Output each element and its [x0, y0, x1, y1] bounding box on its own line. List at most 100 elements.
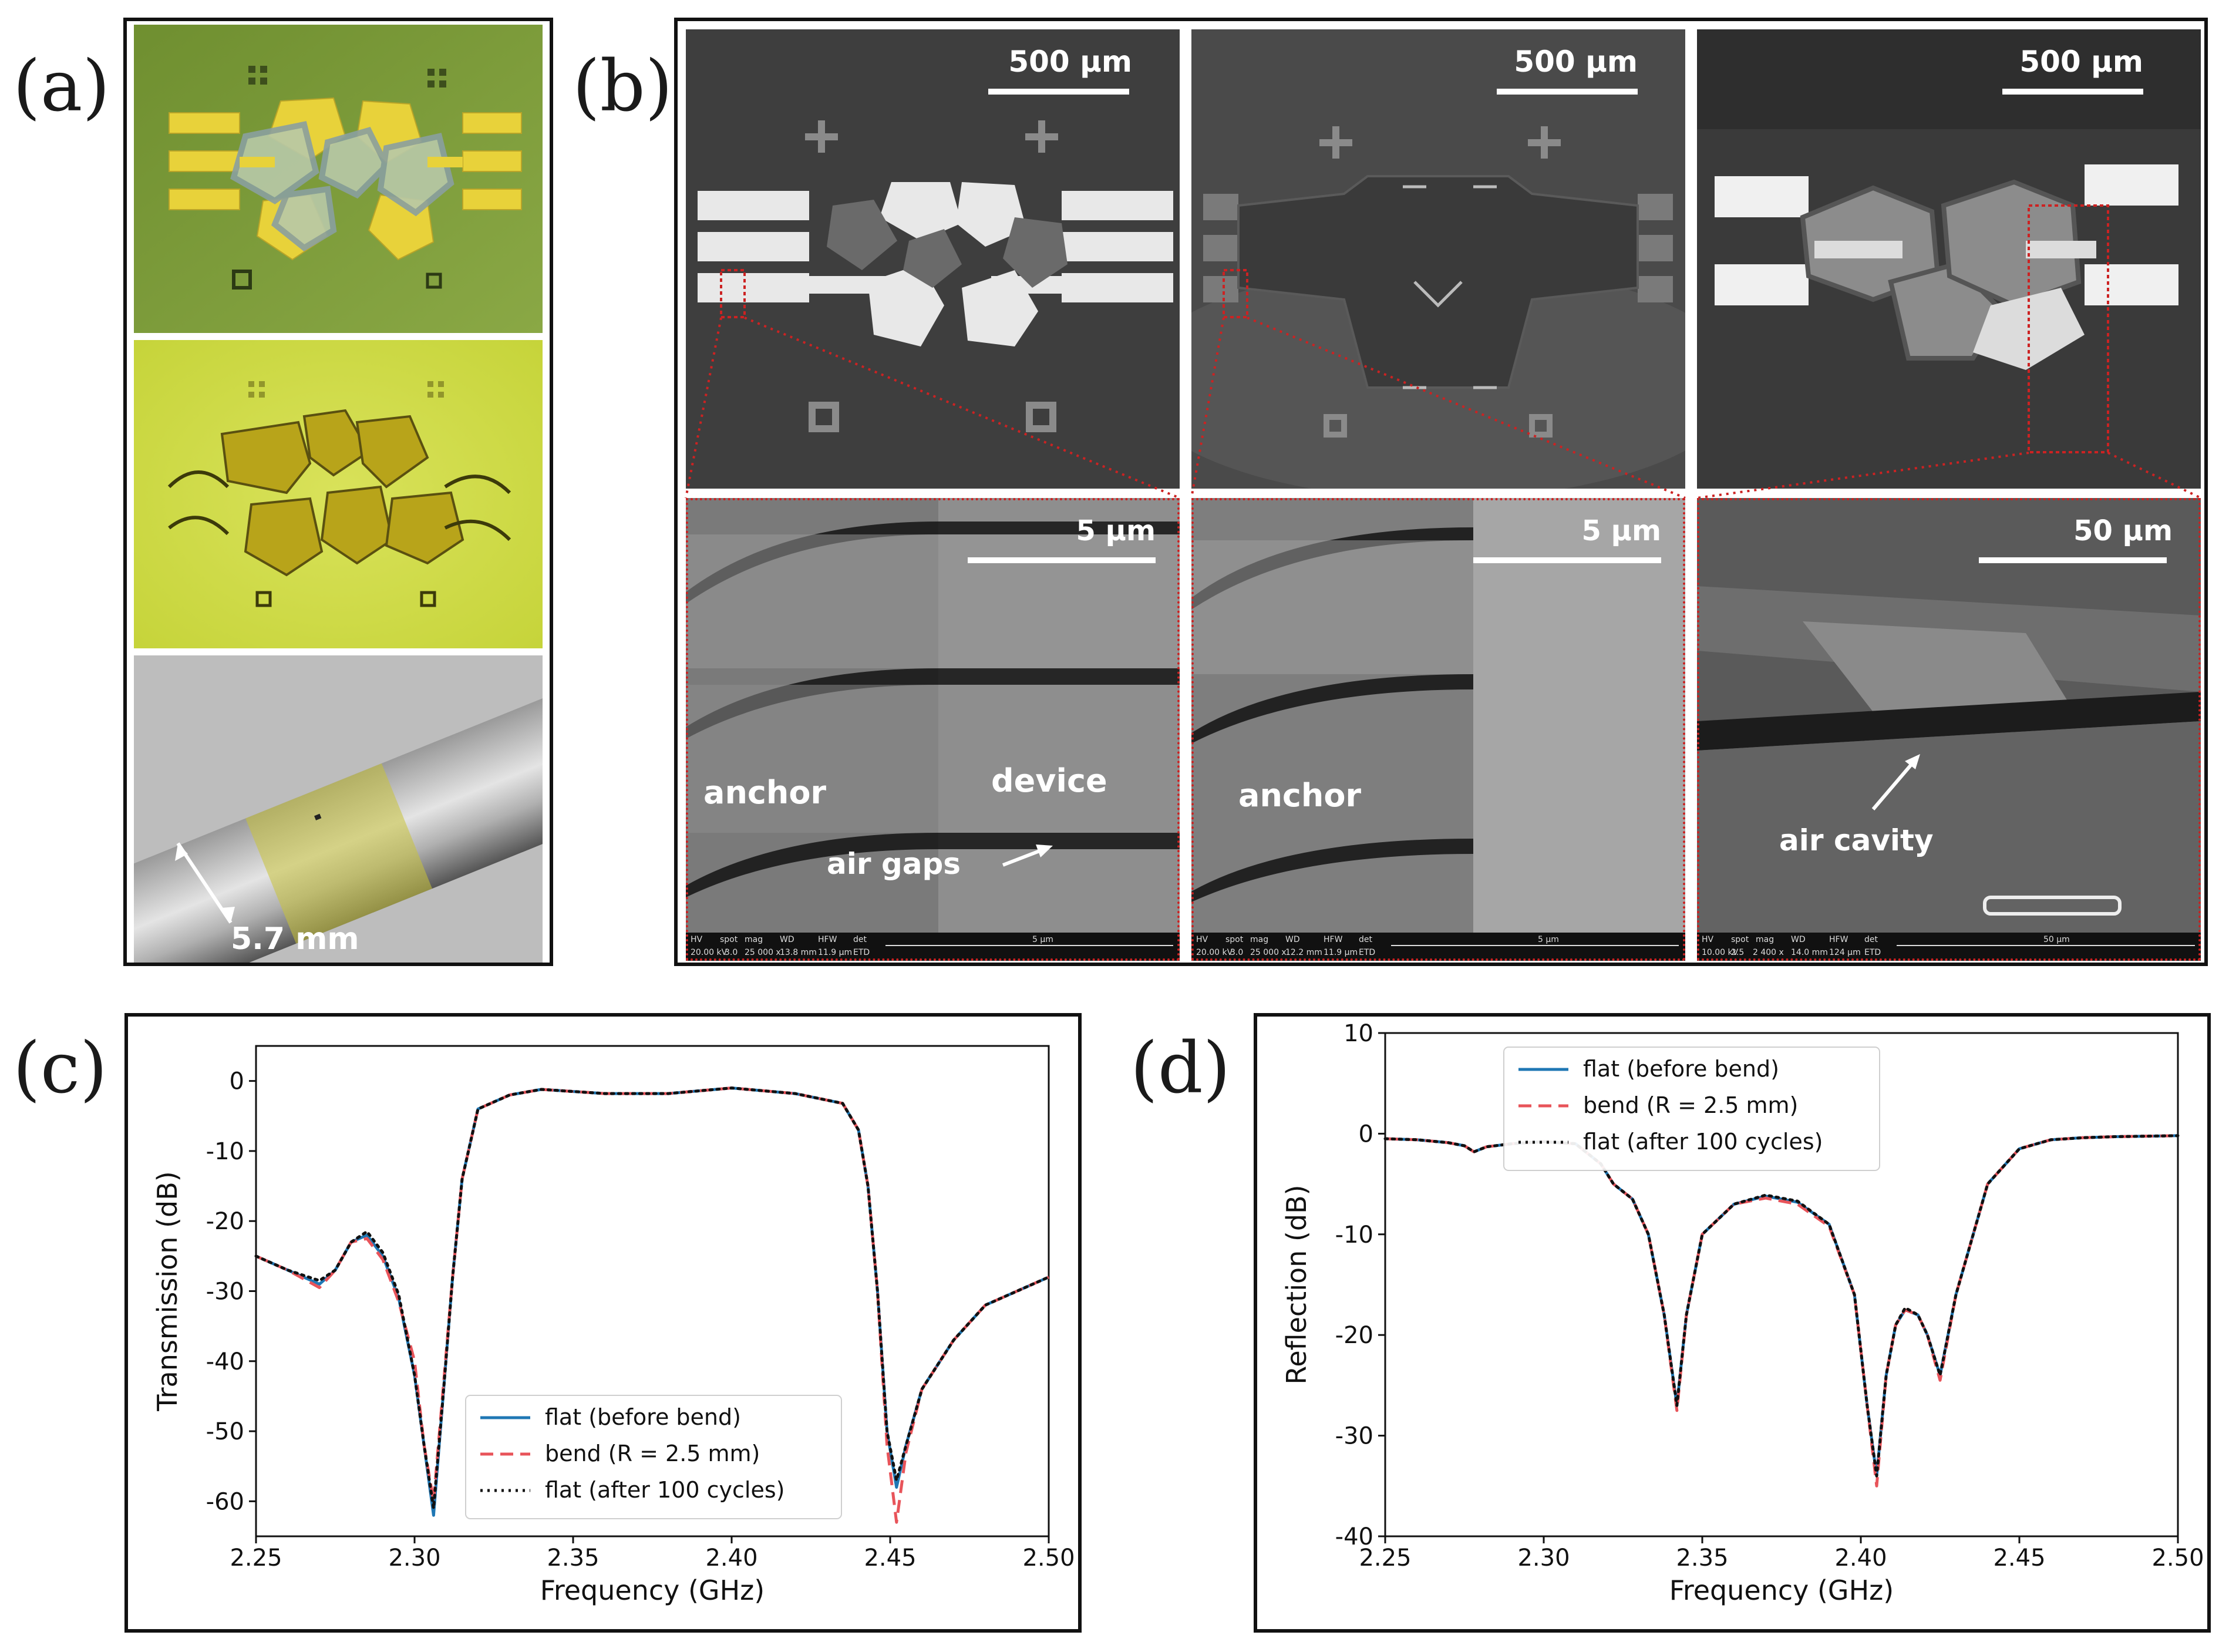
y-tick-label: -50 — [206, 1418, 244, 1445]
series-line-3 — [254, 1086, 1050, 1510]
y-tick-label: 0 — [230, 1068, 244, 1095]
sem-top-2: 500 µm — [1191, 29, 1685, 489]
sem-val-2-3: 12.2 mm — [1285, 948, 1322, 957]
y-tick-label: -10 — [206, 1138, 244, 1165]
x-tick-label: 2.40 — [705, 1545, 757, 1572]
sem-hdr-1-2: mag — [745, 935, 763, 944]
sem-hdr-2-0: HV — [1196, 935, 1208, 944]
panel-c-frame: 2.25 2.30 2.35 2.40 2.45 2.50 0 -10 -20 -30 -40 -50… — [124, 1013, 1082, 1633]
sem-val-1-2: 25 000 x — [745, 948, 781, 957]
sem-val-1-3: 13.8 mm — [780, 948, 817, 957]
sem-zoom-3: 50 µm air cavity HV spot mag WD HFW det … — [1697, 498, 2201, 961]
sem-val-1-4: 11.9 µm — [818, 948, 852, 957]
label-anchor-2: anchor — [1238, 777, 1361, 814]
y-tick-label: -40 — [1335, 1523, 1373, 1550]
legend-label-2: bend (R = 2.5 mm) — [1583, 1092, 1798, 1118]
x-tick-label: 2.35 — [1676, 1545, 1728, 1572]
scalebar-label-top-2: 500 µm — [1514, 45, 1638, 79]
panel-label-d: (d) — [1130, 1028, 1231, 1109]
y-tick-label: -60 — [206, 1488, 244, 1515]
sem-hdr-3-2: mag — [1756, 935, 1774, 944]
x-axis-label: Frequency (GHz) — [540, 1574, 765, 1606]
sem-zoom-1: 5 µm anchor device air gaps HV spot mag … — [686, 498, 1180, 961]
reflection-chart: 2.25 2.30 2.35 2.40 2.45 2.50 10 0 -10 -20 -30 -40 F… — [1281, 1020, 2204, 1606]
panel-b-frame: 500 µm 500 µm — [674, 18, 2208, 966]
label-device: device — [991, 762, 1107, 799]
sem-hdr-3-5: det — [1864, 935, 1878, 944]
scalebar-label-zoom-1: 5 µm — [1076, 514, 1156, 547]
transmission-chart: 2.25 2.30 2.35 2.40 2.45 2.50 0 -10 -20 -30 -40 -50… — [151, 1045, 1075, 1606]
x-tick-label: 2.50 — [2151, 1545, 2204, 1572]
sem-val-1-5: ETD — [853, 948, 870, 957]
legend-label-3: flat (after 100 cycles) — [1583, 1129, 1823, 1155]
x-tick-label: 2.50 — [1022, 1545, 1075, 1572]
label-air-cavity: air cavity — [1779, 823, 1934, 857]
x-tick-label: 2.30 — [1517, 1545, 1570, 1572]
sem-val-3-0: 10.00 kV — [1702, 948, 1739, 957]
legend-label-2: bend (R = 2.5 mm) — [545, 1441, 760, 1466]
panel-d-frame: 2.25 2.30 2.35 2.40 2.45 2.50 10 0 -10 -20 -30 -40 F… — [1254, 1013, 2211, 1633]
label-air-gaps: air gaps — [827, 847, 961, 881]
scalebar-label-top-3: 500 µm — [2019, 45, 2143, 79]
sem-hdr-3-0: HV — [1702, 935, 1714, 944]
scalebar-label-zoom-2: 5 µm — [1582, 514, 1661, 547]
legend-label-1: flat (before bend) — [545, 1404, 741, 1430]
legend-label-3: flat (after 100 cycles) — [545, 1477, 784, 1503]
sem-val-1-1: 3.0 — [725, 948, 738, 957]
scalebar-label-zoom-3: 50 µm — [2073, 514, 2173, 547]
legend-box — [1503, 1047, 1880, 1171]
sem-val-2-4: 11.9 µm — [1324, 948, 1358, 957]
panel-label-c: (c) — [13, 1028, 107, 1109]
sem-scale-2: 5 µm — [1538, 935, 1559, 944]
sem-val-2-5: ETD — [1359, 948, 1375, 957]
sem-hdr-2-5: det — [1359, 935, 1373, 944]
panel-label-b: (b) — [573, 46, 673, 127]
sem-hdr-1-5: det — [853, 935, 867, 944]
x-tick-label: 2.45 — [1993, 1545, 2045, 1572]
x-axis-label: Frequency (GHz) — [1669, 1574, 1894, 1606]
device-photo-flat — [134, 25, 543, 333]
x-tick-label: 2.45 — [864, 1545, 916, 1572]
sem-top-1: 500 µm — [686, 29, 1180, 489]
sem-val-2-0: 20.00 kV — [1196, 948, 1233, 957]
scalebar-label-top-1: 500 µm — [1008, 45, 1132, 79]
y-tick-label: -40 — [206, 1348, 244, 1375]
sem-val-3-5: ETD — [1864, 948, 1881, 957]
sem-hdr-2-3: WD — [1285, 935, 1300, 944]
y-axis-label: Reflection (dB) — [1281, 1185, 1312, 1384]
x-tick-label: 2.25 — [230, 1545, 282, 1572]
sem-top-3: 500 µm — [1697, 29, 2201, 489]
legend-label-1: flat (before bend) — [1583, 1056, 1779, 1082]
y-tick-label: -20 — [206, 1208, 244, 1235]
x-tick-label: 2.35 — [547, 1545, 599, 1572]
legend-box — [465, 1395, 842, 1519]
sem-zoom-2: 5 µm anchor HV spot mag WD HFW det 20.00… — [1191, 498, 1685, 961]
x-tick-label: 2.30 — [388, 1545, 440, 1572]
sem-hdr-2-1: spot — [1225, 935, 1244, 944]
x-tick-label: 2.25 — [1359, 1545, 1411, 1572]
sem-scale-1: 5 µm — [1032, 935, 1053, 944]
sem-hdr-1-4: HFW — [818, 935, 837, 944]
sem-val-3-4: 124 µm — [1829, 948, 1861, 957]
sem-hdr-3-4: HFW — [1829, 935, 1848, 944]
sem-hdr-3-3: WD — [1791, 935, 1806, 944]
sem-val-2-1: 3.0 — [1230, 948, 1243, 957]
sem-hdr-2-2: mag — [1250, 935, 1268, 944]
sem-hdr-1-3: WD — [780, 935, 794, 944]
label-anchor-1: anchor — [703, 774, 826, 811]
sem-hdr-1-0: HV — [691, 935, 703, 944]
y-tick-label: -30 — [206, 1278, 244, 1306]
sem-val-3-2: 2 400 x — [1753, 948, 1784, 957]
panel-a-frame: 5.7 mm — [123, 18, 553, 966]
sem-hdr-1-1: spot — [720, 935, 738, 944]
sem-val-2-2: 25 000 x — [1250, 948, 1287, 957]
x-tick-label: 2.40 — [1834, 1545, 1887, 1572]
y-tick-label: -20 — [1335, 1322, 1373, 1349]
sem-hdr-2-4: HFW — [1324, 935, 1343, 944]
panel-label-a: (a) — [13, 46, 110, 127]
sem-val-3-1: 2.5 — [1731, 948, 1744, 957]
y-tick-label: 10 — [1343, 1020, 1373, 1047]
zoom-connectors — [685, 317, 2201, 499]
device-photo-bent-on-rod: 5.7 mm — [134, 655, 543, 963]
y-tick-label: 0 — [1359, 1121, 1373, 1148]
